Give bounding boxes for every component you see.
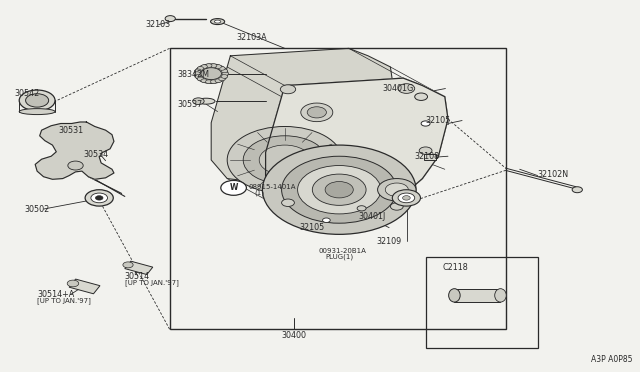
- Circle shape: [219, 67, 225, 70]
- Circle shape: [195, 64, 228, 83]
- Circle shape: [165, 16, 175, 22]
- Circle shape: [222, 72, 228, 76]
- Circle shape: [215, 65, 221, 68]
- Text: [UP TO JAN.'97]: [UP TO JAN.'97]: [125, 279, 179, 286]
- Ellipse shape: [449, 289, 460, 302]
- Circle shape: [221, 180, 246, 195]
- Circle shape: [85, 190, 113, 206]
- Circle shape: [221, 75, 228, 78]
- Circle shape: [194, 72, 200, 76]
- Circle shape: [280, 85, 296, 94]
- Circle shape: [398, 193, 415, 203]
- Text: 08915-1401A: 08915-1401A: [248, 184, 296, 190]
- Text: 30537: 30537: [178, 100, 203, 109]
- Ellipse shape: [211, 19, 225, 25]
- Circle shape: [572, 187, 582, 193]
- Circle shape: [403, 196, 410, 200]
- Circle shape: [357, 206, 366, 211]
- Circle shape: [193, 98, 204, 105]
- Circle shape: [282, 156, 397, 223]
- Circle shape: [301, 103, 333, 122]
- Text: 32103A: 32103A: [237, 33, 268, 42]
- Text: 30534: 30534: [83, 150, 108, 159]
- Circle shape: [282, 199, 294, 206]
- Circle shape: [415, 93, 428, 100]
- Circle shape: [392, 190, 420, 206]
- Bar: [170, 48, 506, 329]
- Polygon shape: [35, 122, 114, 179]
- Circle shape: [323, 218, 330, 222]
- Text: C2118: C2118: [443, 263, 468, 272]
- Bar: [424, 154, 436, 160]
- Text: [UP TO JAN.'97]: [UP TO JAN.'97]: [37, 297, 91, 304]
- Bar: [125, 261, 153, 275]
- Bar: [454, 289, 500, 302]
- Circle shape: [211, 80, 217, 84]
- Text: 32102N: 32102N: [538, 170, 569, 179]
- Circle shape: [398, 84, 415, 93]
- Circle shape: [205, 80, 212, 84]
- Circle shape: [195, 69, 201, 73]
- Text: 38342M: 38342M: [178, 70, 210, 79]
- Circle shape: [312, 174, 366, 205]
- Text: 30542: 30542: [14, 89, 39, 98]
- Circle shape: [201, 68, 221, 80]
- Polygon shape: [266, 78, 448, 216]
- Circle shape: [221, 69, 228, 73]
- Circle shape: [201, 79, 207, 83]
- Circle shape: [378, 179, 416, 201]
- Circle shape: [67, 280, 79, 287]
- Text: 00931-20B1A: 00931-20B1A: [319, 248, 367, 254]
- Ellipse shape: [19, 109, 55, 115]
- Text: 30514: 30514: [125, 272, 150, 280]
- Circle shape: [95, 196, 103, 200]
- Circle shape: [201, 65, 207, 68]
- Ellipse shape: [495, 289, 506, 302]
- Circle shape: [123, 262, 133, 268]
- Circle shape: [68, 161, 83, 170]
- Text: 32108: 32108: [415, 152, 440, 161]
- Circle shape: [307, 107, 326, 118]
- Text: 32105: 32105: [425, 116, 450, 125]
- Text: 30531: 30531: [59, 126, 84, 135]
- Circle shape: [227, 126, 342, 193]
- Text: (1): (1): [255, 189, 265, 196]
- Circle shape: [243, 136, 326, 184]
- Text: 30401J: 30401J: [358, 212, 386, 221]
- Circle shape: [215, 79, 221, 83]
- Polygon shape: [211, 48, 394, 186]
- Circle shape: [19, 90, 55, 111]
- Text: 30400: 30400: [282, 331, 307, 340]
- Circle shape: [325, 182, 353, 198]
- Text: W: W: [229, 183, 238, 192]
- Bar: [426, 257, 538, 348]
- Text: 32103: 32103: [146, 20, 171, 29]
- Ellipse shape: [214, 20, 221, 23]
- Text: 32105: 32105: [300, 223, 324, 232]
- Circle shape: [390, 203, 403, 210]
- Circle shape: [259, 145, 310, 175]
- Bar: [69, 279, 100, 294]
- Circle shape: [419, 147, 432, 154]
- Circle shape: [211, 64, 217, 67]
- Text: 30401G: 30401G: [383, 84, 414, 93]
- Circle shape: [219, 77, 225, 81]
- Circle shape: [197, 67, 204, 70]
- Text: PLUG(1): PLUG(1): [325, 253, 353, 260]
- Circle shape: [205, 64, 212, 67]
- Text: 30502: 30502: [24, 205, 49, 214]
- Circle shape: [91, 193, 108, 203]
- Circle shape: [26, 94, 49, 107]
- Ellipse shape: [197, 98, 215, 104]
- Circle shape: [197, 77, 204, 81]
- Text: 30514+A: 30514+A: [37, 290, 74, 299]
- Circle shape: [195, 75, 201, 78]
- Circle shape: [262, 145, 416, 234]
- Circle shape: [421, 121, 430, 126]
- Circle shape: [385, 183, 408, 196]
- Text: A3P A0P85: A3P A0P85: [591, 355, 632, 364]
- Polygon shape: [266, 78, 448, 216]
- Text: 32109: 32109: [376, 237, 401, 246]
- Circle shape: [298, 166, 381, 214]
